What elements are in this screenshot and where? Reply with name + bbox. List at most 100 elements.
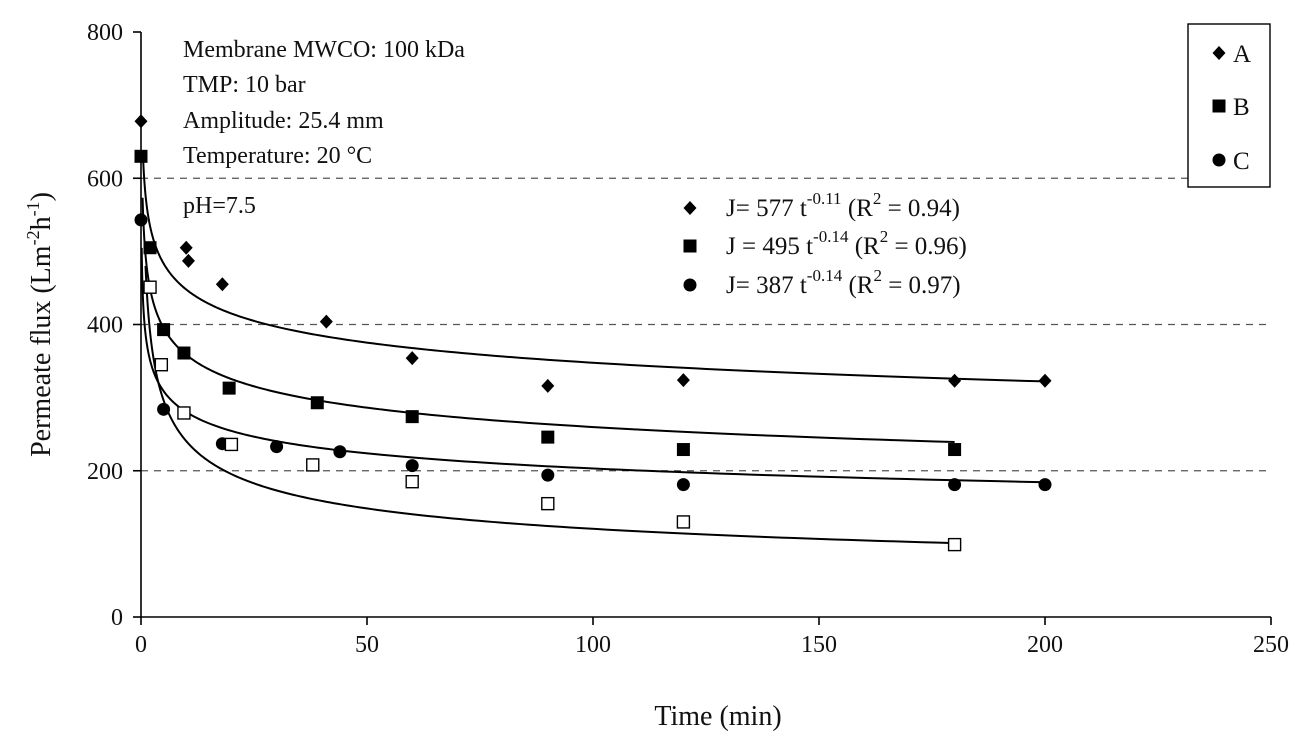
data-point-diamond (676, 373, 690, 388)
y-axis-title-main: Permeate flux (Lm (26, 245, 57, 457)
axes-layer: 0 200 400 600 800 0 50 100 150 200 250 Time (min) Pe… (23, 20, 1289, 732)
equation-marker-square (683, 239, 697, 253)
data-point-square (310, 396, 324, 410)
annotation-text: Amplitude: 25.4 mm (183, 108, 384, 134)
legend-marker-square (1212, 99, 1226, 113)
grid-layer (141, 177, 1271, 472)
equation-layer: J= 577 t-0.11 (R2 = 0.94)J = 495 t-0.14 … (683, 189, 967, 299)
data-point-circle (333, 445, 347, 459)
equation-lhs: J= 387 t (726, 272, 807, 299)
fit-curve-square (141, 197, 955, 444)
legend: ABC (1187, 23, 1271, 188)
data-point-square (134, 149, 148, 163)
x-tick-label: 200 (1027, 632, 1063, 658)
annotation-text: Temperature: 20 °C (183, 143, 372, 169)
data-point-open-square (224, 437, 239, 452)
x-tick-label: 150 (801, 632, 837, 658)
data-point-square (143, 241, 157, 255)
equation-r-label: (R (842, 195, 874, 222)
y-axis-title-end: ) (26, 192, 57, 201)
data-point-square (222, 381, 236, 395)
data-point-open-square (405, 475, 419, 489)
y-tick-label: 200 (87, 459, 123, 485)
legend-label: B (1233, 94, 1250, 121)
equation-exponent: -0.14 (813, 227, 849, 246)
equation-lhs: J= 577 t (726, 195, 807, 222)
data-point-open-square (541, 496, 555, 511)
data-point-open-square (143, 280, 157, 294)
data-point-circle (948, 478, 962, 492)
data-point-diamond (215, 277, 229, 292)
equation-r2-exponent: 2 (873, 189, 882, 208)
data-point-diamond (1038, 373, 1052, 388)
data-point-circle (134, 213, 148, 227)
x-tick-label: 50 (355, 632, 379, 658)
data-point-diamond (948, 373, 962, 388)
y-tick-label: 600 (87, 166, 123, 192)
equation-marker-circle (683, 278, 697, 292)
data-point-circle (405, 459, 419, 473)
equation-text: J= 577 t-0.11 (R2 = 0.94) (726, 189, 960, 222)
fit-curve-open-square (144, 265, 955, 545)
annotation-text: TMP: 10 bar (183, 72, 306, 98)
data-point-circle (270, 440, 284, 454)
y-tick-label: 800 (87, 20, 123, 46)
equation-r2-exponent: 2 (873, 266, 882, 285)
x-tick-label: 100 (575, 632, 611, 658)
data-point-circle (676, 478, 690, 492)
legend-marker-circle (1212, 153, 1226, 167)
equation-r-label: (R (842, 272, 874, 299)
equation-marker-diamond (683, 201, 697, 215)
data-point-diamond (405, 351, 419, 366)
data-point-open-square (676, 515, 691, 529)
legend-label: A (1233, 41, 1251, 68)
data-point-open-square (154, 358, 169, 372)
data-point-diamond (181, 253, 195, 268)
data-point-square (948, 443, 962, 457)
y-axis-title: Permeate flux (Lm-2h-1) (23, 192, 57, 457)
annotation-layer: Membrane MWCO: 100 kDa TMP: 10 bar Amplitu… (183, 37, 465, 219)
data-point-open-square (947, 537, 962, 552)
legend-label: C (1233, 148, 1250, 175)
equation-r2-value: = 0.94) (881, 195, 960, 222)
equation-r2-exponent: 2 (880, 227, 889, 246)
y-tick-label: 0 (111, 605, 123, 631)
data-point-circle (1038, 478, 1052, 492)
fit-layer (140, 156, 1046, 545)
y-axis-title-sup1: -2 (23, 230, 43, 245)
data-point-circle (541, 468, 555, 482)
y-axis-title-sup2: -1 (23, 201, 43, 216)
fit-curve-circle (140, 247, 1046, 484)
fit-curve-diamond (142, 156, 1046, 383)
data-point-diamond (179, 240, 193, 255)
data-point-open-square (306, 458, 320, 472)
data-point-square (177, 346, 191, 360)
x-tick-label: 250 (1253, 632, 1289, 658)
equation-exponent: -0.14 (807, 266, 843, 285)
legend-marker-diamond (1212, 46, 1226, 60)
legend-box (1187, 23, 1271, 188)
data-point-circle (157, 402, 171, 416)
x-axis-title: Time (min) (654, 701, 781, 732)
data-point-open-square (177, 406, 191, 420)
marks-layer (134, 114, 1052, 552)
data-point-square (541, 430, 555, 444)
data-point-diamond (541, 378, 555, 393)
equation-r2-value: = 0.96) (888, 233, 967, 260)
y-axis-title-mid: h (26, 216, 57, 230)
annotation-text: pH=7.5 (183, 193, 256, 219)
y-tick-label: 400 (87, 313, 123, 339)
data-point-square (405, 410, 419, 424)
x-tick-label: 0 (135, 632, 147, 658)
equation-r-label: (R (848, 233, 880, 260)
equation-exponent: -0.11 (807, 189, 842, 208)
equation-text: J= 387 t-0.14 (R2 = 0.97) (726, 266, 961, 299)
equation-text: J = 495 t-0.14 (R2 = 0.96) (726, 227, 967, 260)
data-point-square (157, 323, 171, 337)
data-point-square (676, 443, 690, 457)
data-point-diamond (319, 314, 333, 329)
annotation-text: Membrane MWCO: 100 kDa (183, 37, 465, 63)
equation-r2-value: = 0.97) (882, 272, 961, 299)
data-point-diamond (134, 114, 148, 129)
